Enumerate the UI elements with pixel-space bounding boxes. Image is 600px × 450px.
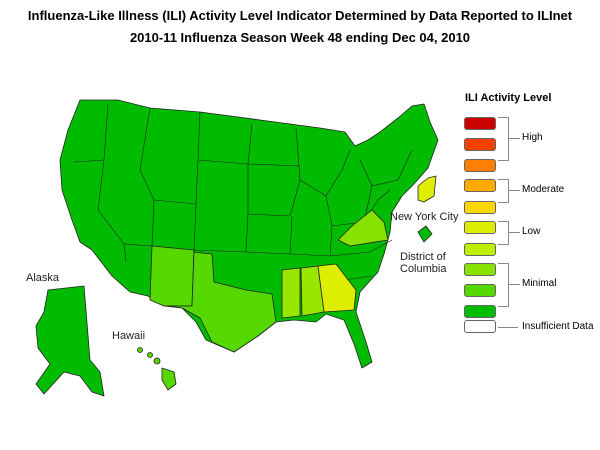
legend-label-insufficient: Insufficient Data: [522, 321, 594, 332]
tick-low: [508, 232, 520, 233]
legend-swatch-level-6: [464, 201, 496, 214]
state-mississippi[interactable]: [281, 267, 301, 319]
legend-swatch-level-4: [464, 243, 496, 256]
state-hawaii[interactable]: [137, 347, 177, 391]
tick-high: [508, 138, 520, 139]
state-georgia[interactable]: [317, 263, 357, 313]
label-dc-line1: District of: [400, 251, 447, 263]
state-alaska[interactable]: [35, 285, 105, 397]
legend-swatch-level-8: [464, 159, 496, 172]
label-nyc: New York City: [390, 211, 459, 223]
legend-swatch-insufficient: [464, 320, 496, 333]
tick-moderate: [508, 190, 520, 191]
legend-swatch-level-10: [464, 117, 496, 130]
legend-swatch-level-1: [464, 305, 496, 318]
bracket-high: [498, 117, 509, 161]
state-new-mexico[interactable]: [149, 245, 195, 307]
label-hawaii: Hawaii: [112, 330, 145, 342]
label-dc-line2: Columbia: [400, 263, 447, 275]
legend-swatch-level-9: [464, 138, 496, 151]
legend-label-low: Low: [522, 226, 541, 237]
title-line-2: 2010-11 Influenza Season Week 48 ending …: [129, 30, 471, 45]
bracket-low: [498, 221, 509, 245]
legend-title: ILI Activity Level: [465, 92, 552, 104]
legend-swatch-level-3: [464, 263, 496, 276]
bracket-minimal: [498, 263, 509, 307]
label-alaska: Alaska: [26, 272, 60, 284]
dc-inset[interactable]: [417, 225, 433, 243]
tick-insufficient: [498, 327, 518, 328]
legend-label-moderate: Moderate: [522, 184, 565, 195]
state-virginia[interactable]: [337, 209, 389, 247]
legend-swatch-level-5: [464, 221, 496, 234]
legend-swatch-level-2: [464, 284, 496, 297]
legend-label-minimal: Minimal: [522, 278, 557, 289]
tick-minimal: [508, 284, 520, 285]
title-line-1: Influenza-Like Illness (ILI) Activity Le…: [27, 8, 573, 23]
legend-label-high: High: [522, 132, 543, 143]
legend-swatch-level-7: [464, 179, 496, 192]
bracket-moderate: [498, 179, 509, 203]
nyc-inset[interactable]: [417, 175, 437, 203]
state-texas[interactable]: [167, 251, 277, 353]
